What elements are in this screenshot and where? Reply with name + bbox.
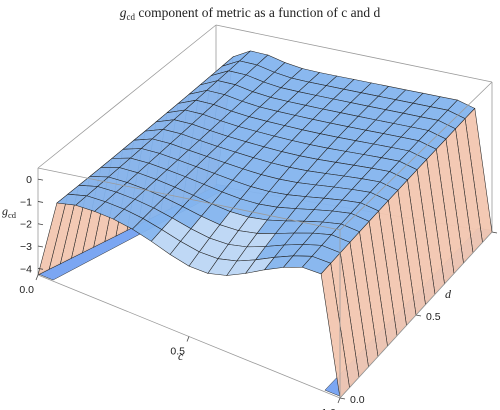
chart-title: gcd component of metric as a function of… <box>120 5 381 22</box>
c-tick <box>35 274 39 281</box>
surface-mesh <box>37 50 493 399</box>
z-tick-label: −2 <box>20 219 32 231</box>
c-tick-label: 1.0 <box>321 407 336 410</box>
z-tick <box>37 267 44 270</box>
z-axis-label-subscript: cd <box>8 210 17 220</box>
z-tick-label: −4 <box>20 263 32 275</box>
c-axis-label: c <box>178 349 184 363</box>
d-tick-label: 0.5 <box>426 311 441 323</box>
z-tick <box>37 245 44 248</box>
d-axis-label: d <box>445 287 452 301</box>
z-tick-label: −3 <box>20 241 32 253</box>
d-tick <box>491 231 498 234</box>
c-tick <box>186 336 190 342</box>
d-tick <box>415 314 422 317</box>
c-tick-label: 0.5 <box>170 346 185 358</box>
d-axis: d 0.00.51.0 <box>339 231 498 406</box>
z-tick <box>37 223 44 226</box>
title-subscript: cd <box>127 12 136 22</box>
c-tick <box>337 397 341 404</box>
d-tick <box>339 397 346 400</box>
z-tick-label: 0 <box>26 174 32 186</box>
c-tick-label: 0.0 <box>19 284 34 296</box>
z-tick <box>37 201 44 203</box>
z-axis-label-symbol: g <box>2 204 8 218</box>
title-symbol: g <box>120 5 127 20</box>
z-axis-label: gcd <box>2 204 17 220</box>
d-tick-label: 0.0 <box>350 394 365 406</box>
z-tick <box>37 178 44 181</box>
title-rest: component of metric as a function of c a… <box>135 5 380 20</box>
c-axis: c 0.0 0.5 1.0 <box>19 274 341 410</box>
z-axis: gcd 0 −1 −2 −3 −4 <box>2 174 44 275</box>
z-tick-label: −1 <box>20 196 32 208</box>
